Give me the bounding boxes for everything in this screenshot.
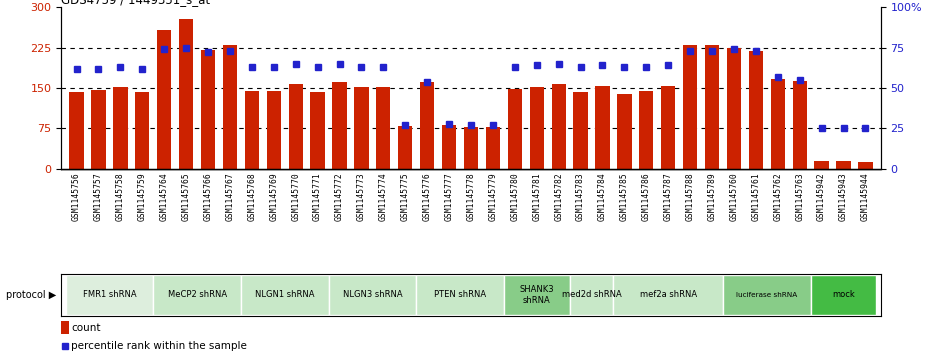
Bar [179, 19, 193, 169]
Text: GSM1145759: GSM1145759 [138, 172, 147, 221]
Text: GSM1145764: GSM1145764 [160, 172, 169, 221]
Text: GSM1145778: GSM1145778 [466, 172, 476, 221]
Bar [815, 161, 829, 169]
Text: GSM1145769: GSM1145769 [269, 172, 278, 221]
Bar [329, 275, 416, 315]
Bar [311, 92, 325, 169]
Text: GSM1145765: GSM1145765 [182, 172, 190, 221]
Text: MeCP2 shRNA: MeCP2 shRNA [168, 290, 227, 299]
Bar [91, 90, 106, 169]
Text: GSM1145789: GSM1145789 [707, 172, 717, 221]
Bar [617, 94, 631, 169]
Bar [201, 50, 215, 169]
Bar [113, 87, 127, 169]
Text: PTEN shRNA: PTEN shRNA [434, 290, 486, 299]
Text: GSM1145777: GSM1145777 [445, 172, 454, 221]
Bar [66, 275, 154, 315]
Bar [504, 275, 570, 315]
Text: GSM1145772: GSM1145772 [335, 172, 344, 221]
Text: GSM1145763: GSM1145763 [795, 172, 804, 221]
Text: protocol ▶: protocol ▶ [7, 290, 57, 300]
Bar [858, 162, 872, 169]
Bar [241, 275, 329, 315]
Text: GSM1145783: GSM1145783 [577, 172, 585, 221]
Bar [442, 125, 456, 169]
Text: GDS4759 / 1449351_s_at: GDS4759 / 1449351_s_at [61, 0, 210, 6]
Text: GSM1145771: GSM1145771 [313, 172, 322, 221]
Bar [683, 45, 697, 169]
Text: med2d shRNA: med2d shRNA [561, 290, 622, 299]
Bar [376, 87, 391, 169]
Text: GSM1145776: GSM1145776 [423, 172, 431, 221]
Text: GSM1145943: GSM1145943 [839, 172, 848, 221]
Bar [551, 84, 566, 169]
Text: NLGN3 shRNA: NLGN3 shRNA [343, 290, 402, 299]
Bar [749, 52, 763, 169]
Bar [771, 79, 785, 169]
Text: GSM1145784: GSM1145784 [598, 172, 607, 221]
Bar [508, 89, 522, 169]
Text: NLGN1 shRNA: NLGN1 shRNA [255, 290, 315, 299]
Text: GSM1145773: GSM1145773 [357, 172, 365, 221]
Bar [416, 275, 504, 315]
Text: mock: mock [832, 290, 855, 299]
Text: GSM1145788: GSM1145788 [686, 172, 694, 221]
Bar [727, 48, 741, 169]
Text: GSM1145780: GSM1145780 [511, 172, 519, 221]
Bar [811, 275, 876, 315]
Bar [288, 84, 302, 169]
Bar [136, 92, 150, 169]
Text: GSM1145766: GSM1145766 [203, 172, 213, 221]
Text: GSM1145768: GSM1145768 [248, 172, 256, 221]
Text: GSM1145757: GSM1145757 [94, 172, 103, 221]
Text: GSM1145775: GSM1145775 [400, 172, 410, 221]
Text: GSM1145767: GSM1145767 [225, 172, 235, 221]
Bar [61, 321, 69, 334]
Bar [70, 92, 84, 169]
Text: GSM1145762: GSM1145762 [773, 172, 782, 221]
Bar [705, 45, 719, 169]
Bar [574, 92, 588, 169]
Text: GSM1145770: GSM1145770 [291, 172, 300, 221]
Text: GSM1145760: GSM1145760 [729, 172, 739, 221]
Text: mef2a shRNA: mef2a shRNA [640, 290, 697, 299]
Bar [486, 127, 500, 169]
Bar [154, 275, 241, 315]
Text: count: count [72, 323, 101, 333]
Text: percentile rank within the sample: percentile rank within the sample [72, 341, 248, 351]
Text: GSM1145781: GSM1145781 [532, 172, 542, 221]
Bar [398, 126, 413, 169]
Bar [529, 87, 544, 169]
Bar [595, 86, 609, 169]
Bar [836, 161, 851, 169]
Text: GSM1145774: GSM1145774 [379, 172, 388, 221]
Text: GSM1145786: GSM1145786 [642, 172, 651, 221]
Bar [420, 82, 434, 169]
Bar [245, 91, 259, 169]
Bar [723, 275, 811, 315]
Text: luciferase shRNA: luciferase shRNA [737, 292, 798, 298]
Text: GSM1145758: GSM1145758 [116, 172, 125, 221]
Bar [463, 127, 479, 169]
Bar [354, 87, 368, 169]
Bar [661, 86, 675, 169]
Bar [792, 81, 806, 169]
Text: GSM1145782: GSM1145782 [554, 172, 563, 221]
Text: GSM1145756: GSM1145756 [73, 172, 81, 221]
Bar [223, 45, 237, 169]
Bar [157, 30, 171, 169]
Text: GSM1145779: GSM1145779 [488, 172, 497, 221]
Text: SHANK3
shRNA: SHANK3 shRNA [519, 285, 554, 305]
Bar [333, 82, 347, 169]
Text: GSM1145761: GSM1145761 [752, 172, 760, 221]
Text: GSM1145944: GSM1145944 [861, 172, 869, 221]
Text: GSM1145787: GSM1145787 [664, 172, 673, 221]
Bar [613, 275, 723, 315]
Text: GSM1145785: GSM1145785 [620, 172, 629, 221]
Text: FMR1 shRNA: FMR1 shRNA [83, 290, 137, 299]
Text: GSM1145942: GSM1145942 [817, 172, 826, 221]
Bar [570, 275, 613, 315]
Bar [267, 91, 281, 169]
Bar [640, 91, 654, 169]
